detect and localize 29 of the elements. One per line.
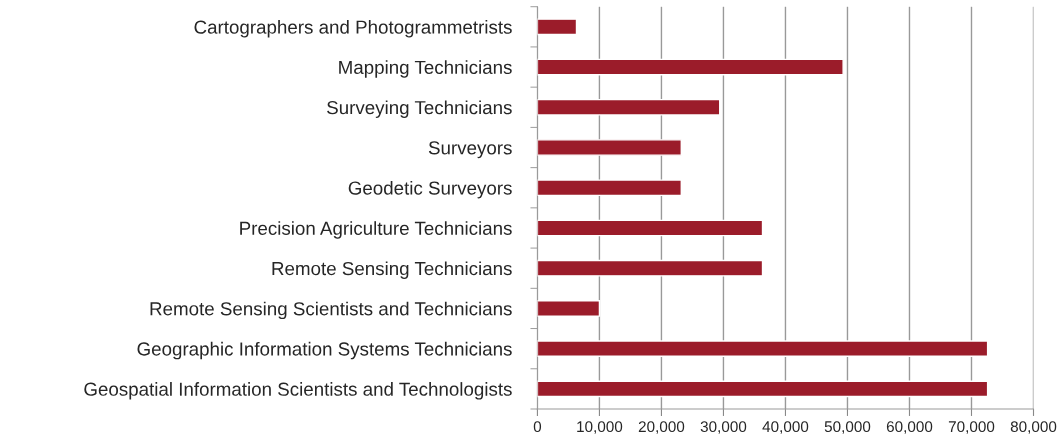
bar [537,219,764,237]
bar [537,380,989,398]
y-tick-label: Geospatial Information Scientists and Technologists [84,382,512,400]
y-tick-label: Geodetic Surveyors [348,180,512,199]
y-tick-label: Precision Agriculture Technicians [240,221,512,239]
bar [537,340,989,357]
x-tick-label: 80,000 [1010,421,1057,434]
bar [537,98,721,116]
x-tick-label: 50,000 [824,421,871,434]
bar [537,259,764,277]
y-tick-label: Surveyors [428,141,512,159]
bar [537,58,844,76]
x-tick-label: 40,000 [762,421,809,434]
bar [537,300,601,317]
y-tick-label: Remote Sensing Scientists and Technicians [150,301,512,320]
bar [537,179,682,197]
x-tick-label: 20,000 [638,421,685,434]
y-tick-label: Geographic Information Systems Technicians [137,341,512,360]
bar [537,139,682,156]
y-tick-label: Surveying Technicians [327,100,512,118]
x-tick-label: 60,000 [886,421,933,434]
x-tick-label: 30,000 [700,421,747,434]
x-tick-label: 70,000 [948,421,995,434]
y-tick-label: Cartographers and Photogrammetrists [194,20,512,38]
x-tick-label: 10,000 [577,421,623,434]
y-tick-label: Mapping Technicians [339,60,512,78]
y-tick-label: Remote Sensing Technicians [272,261,512,279]
x-tick-label: 0 [533,421,542,433]
bar [537,18,578,36]
